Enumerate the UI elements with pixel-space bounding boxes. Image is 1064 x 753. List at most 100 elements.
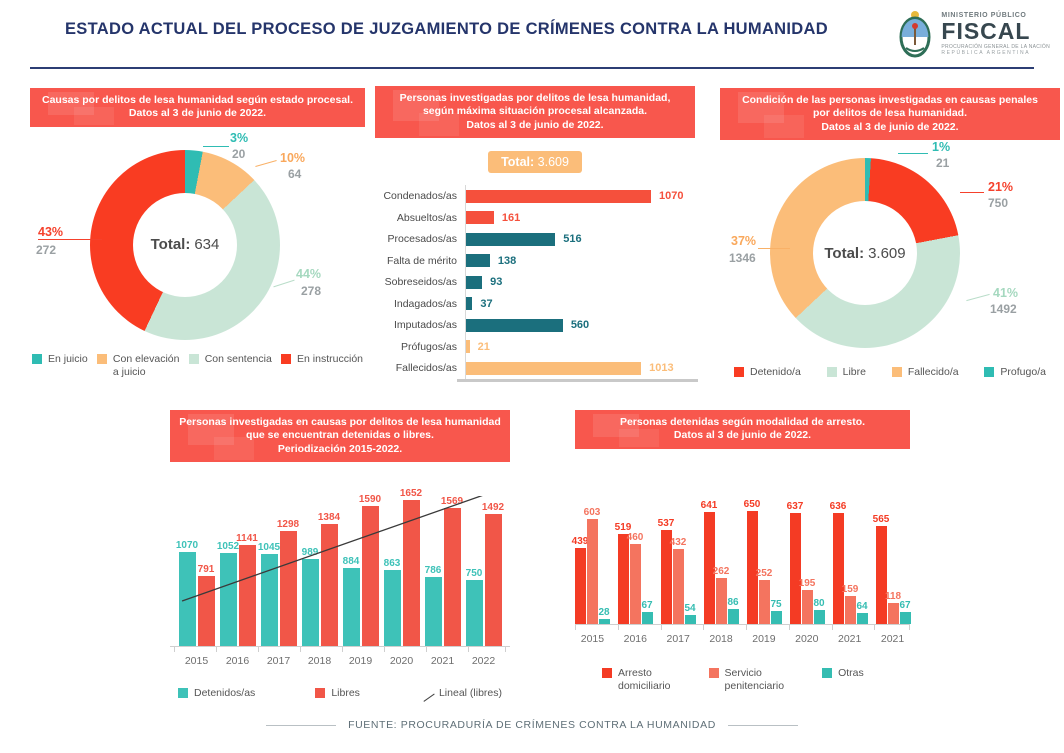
legend-swatch: [315, 688, 326, 699]
axis-tick: [575, 624, 610, 630]
callout-line: [38, 238, 102, 240]
axis-tick: [468, 647, 506, 653]
bar: [466, 211, 494, 225]
bar: [197, 576, 215, 647]
bar-track: 1013: [465, 357, 706, 379]
legend-swatch: [188, 353, 199, 364]
bar-row: Sobreseidos/as 93: [375, 271, 695, 293]
bar: [238, 545, 256, 647]
axis-tick: [216, 647, 253, 653]
bar-column: 650: [744, 499, 760, 624]
legend-item: Con sentencia: [188, 353, 272, 366]
bar: [856, 612, 868, 624]
bar-column: 1590: [358, 494, 382, 647]
callout-line: [203, 145, 229, 147]
bar-column: 565: [872, 513, 890, 624]
bar-value-label: 262: [712, 565, 730, 577]
category-label: 2021: [838, 632, 862, 645]
bar: [758, 579, 770, 624]
bar-value-label: 161: [501, 211, 521, 224]
category-label: 2015: [580, 632, 605, 645]
axis-tick: [874, 624, 910, 630]
bar-column: 195: [798, 577, 816, 624]
bar-row: Prófugos/as 21: [375, 335, 695, 358]
bar-column: 884: [342, 556, 360, 647]
bar-value-label: 21: [477, 340, 490, 353]
bar-group: 1045 1298: [258, 519, 299, 647]
bar-row: Fallecidos/as 1013: [375, 357, 695, 379]
total-badge: Total: 3.609: [488, 151, 582, 174]
chart-legend: Detenidos/as Libres Lineal (libres): [170, 686, 510, 703]
category-label: 2017: [266, 655, 291, 668]
callout-pct: 3%: [230, 130, 249, 145]
legend-item: Libre: [826, 366, 866, 379]
bar-column: 1298: [277, 519, 299, 647]
axis-tick: [384, 647, 421, 653]
bar: [301, 559, 319, 647]
bar: [789, 512, 801, 624]
hbar-chart: Condenados/as 1070 Absueltos/as 161 Procesad…: [375, 185, 695, 379]
bar: [727, 608, 739, 624]
axis-tick: [703, 624, 738, 630]
bar: [617, 533, 629, 624]
bar-value-label: 516: [563, 233, 582, 246]
bar-row: Falta de mérito 138: [375, 249, 695, 272]
bar: [466, 361, 642, 375]
legend-swatch: [734, 367, 744, 378]
callout-pct: 37%: [731, 234, 757, 249]
bar-value-label: 537: [657, 517, 675, 529]
category-label: Indagados/as: [393, 297, 457, 310]
bar-value-label: 1590: [358, 494, 382, 506]
bar-track: 1070: [465, 185, 706, 207]
callout-value: 272: [36, 242, 57, 257]
bar: [466, 189, 651, 203]
category-label: Fallecidos/as: [395, 362, 457, 375]
bar: [746, 510, 758, 624]
bar-column: 791: [197, 564, 215, 647]
legend-swatch: [281, 353, 292, 364]
callout-line: [966, 294, 990, 302]
category-label: 2021: [430, 655, 455, 668]
logo-ministry-label: MINISTERIO PÚBLICO: [941, 12, 1027, 19]
bar-value-label: 750: [465, 568, 483, 580]
total-label: Total:: [501, 155, 535, 170]
category-label: 2020: [389, 655, 414, 668]
bar-column: 1045: [258, 542, 280, 647]
panel-detenidos-libres: Personas investigadas en causas por deli…: [170, 410, 510, 703]
bar-value-label: 195: [798, 577, 816, 589]
axis-tick: [426, 647, 463, 653]
bar: [641, 611, 653, 624]
total-badge-row: Total: 3.609: [375, 151, 695, 174]
bar-value-label: 637: [786, 500, 804, 512]
callout-pct: 1%: [932, 140, 951, 155]
axis-tick: [342, 647, 379, 653]
bar-column: 1384: [318, 512, 340, 647]
bar-column: 786: [424, 565, 442, 647]
bar-column: 537: [657, 517, 675, 624]
bar: [586, 518, 598, 624]
bar-value-label: 565: [872, 513, 890, 525]
bar: [443, 508, 461, 647]
bar-value-label: 439: [571, 535, 589, 547]
legend-item: Detenidos/as: [178, 687, 255, 700]
bar-group: 641 262 86: [701, 500, 739, 624]
total-label: Total:: [824, 244, 865, 262]
category-label: 2022: [471, 655, 496, 668]
axis-tick: [788, 624, 824, 630]
bar-column: 252: [756, 568, 772, 624]
bar-value-label: 460: [626, 531, 644, 543]
header-rule: [30, 67, 1034, 69]
bar-row: Imputados/as 560: [375, 314, 695, 336]
total-value: 3.609: [537, 155, 569, 170]
logo-subtitle-1: PROCURACIÓN GENERAL DE LA NACIÓN: [941, 44, 1050, 50]
bar-value-label: 159: [841, 583, 859, 595]
legend-swatch: [32, 353, 42, 364]
category-label: 2021: [880, 632, 905, 645]
bar-value-label: 54: [684, 602, 696, 614]
bar-value-label: 1492: [481, 502, 505, 514]
x-axis: [575, 623, 910, 630]
legend-label: Libre: [842, 366, 866, 379]
bar: [844, 595, 856, 624]
donut-chart-area: Total: 634 3% 20 10% 64 44% 278 43% 272: [30, 127, 365, 353]
